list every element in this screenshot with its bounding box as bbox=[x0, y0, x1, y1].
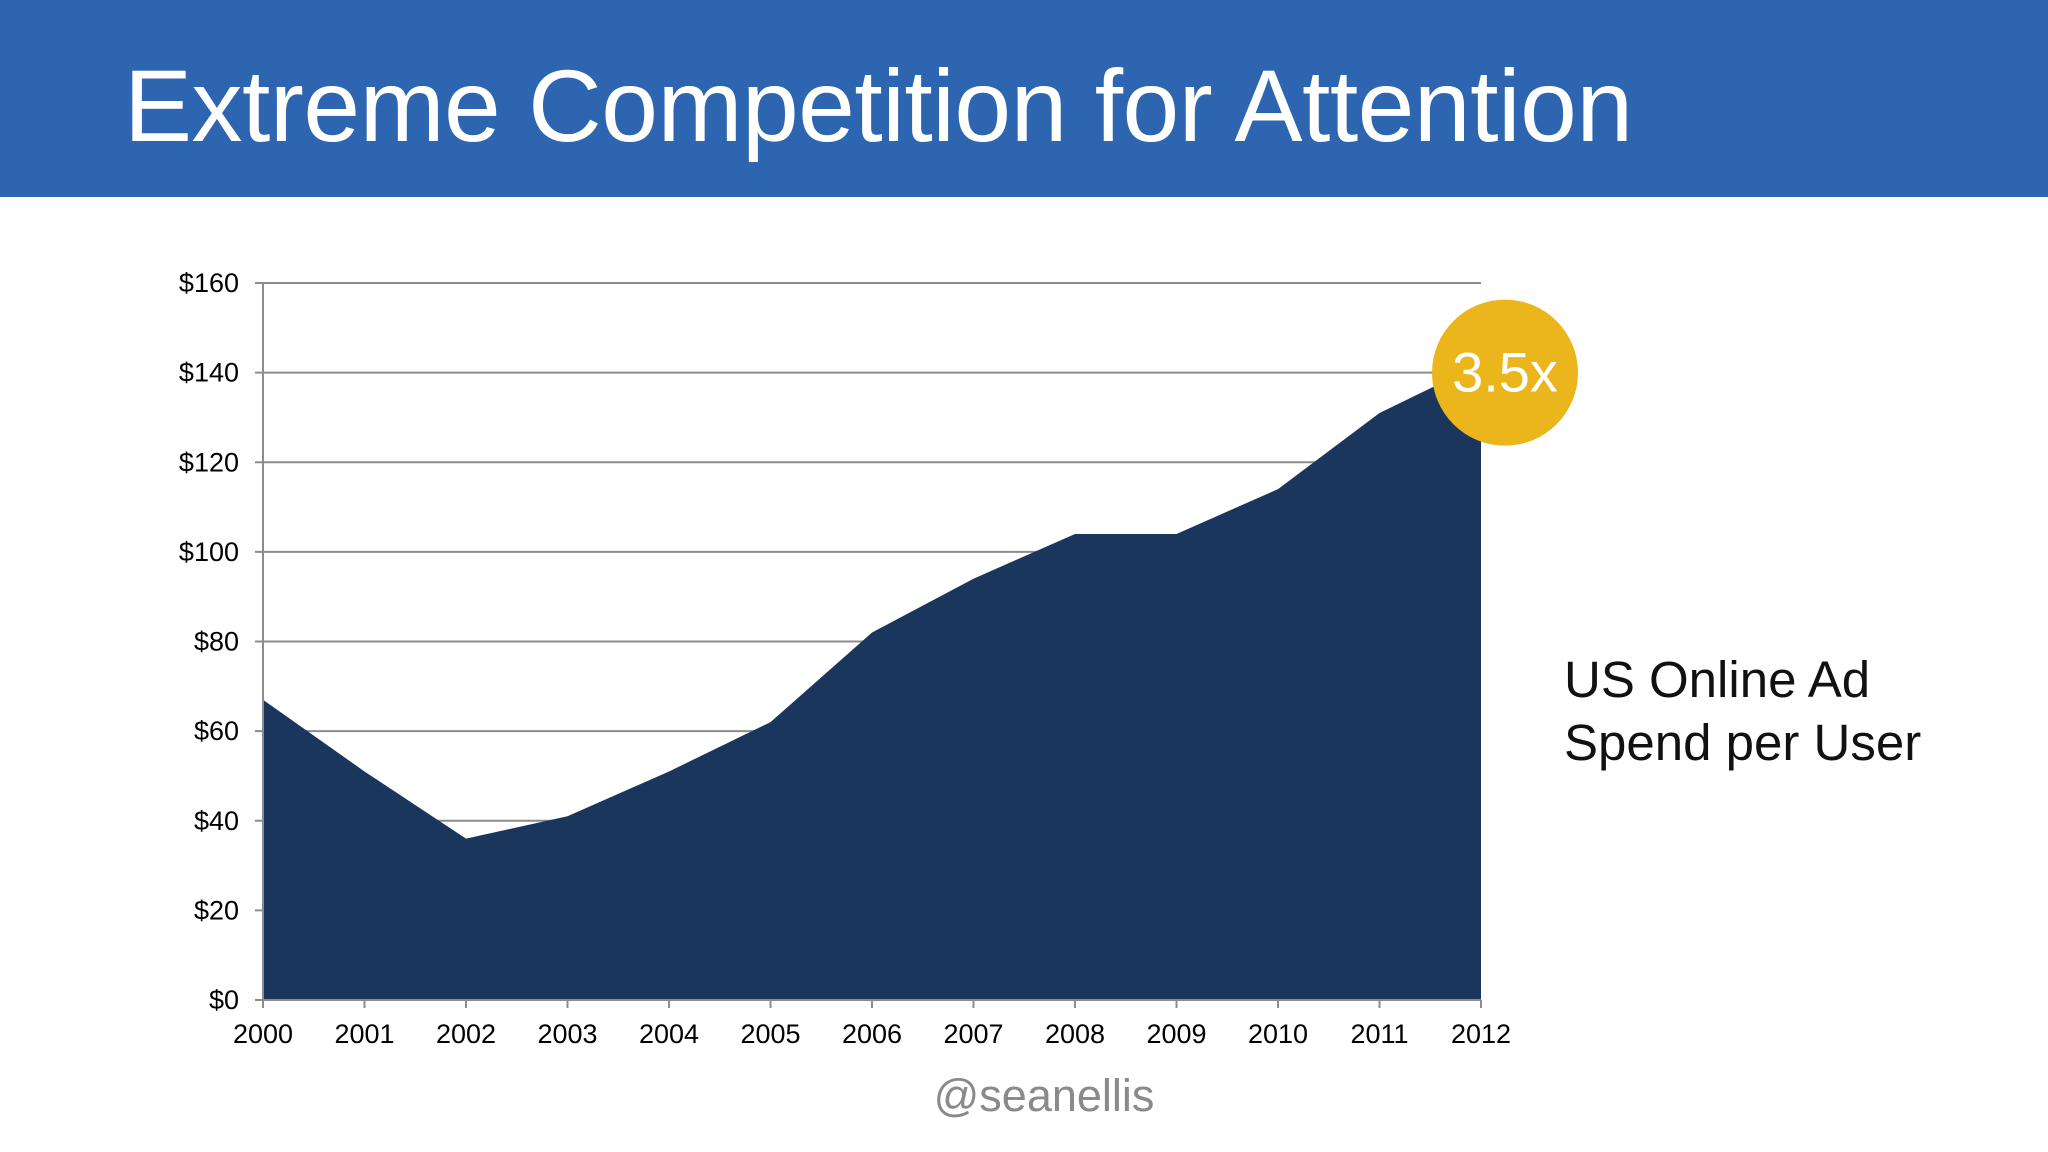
y-tick-label: $20 bbox=[194, 895, 239, 925]
x-tick-label: 2000 bbox=[233, 1019, 293, 1049]
x-tick-label: 2007 bbox=[943, 1019, 1003, 1049]
y-tick-label: $160 bbox=[179, 268, 239, 298]
y-tick-label: $80 bbox=[194, 627, 239, 657]
series-area bbox=[263, 363, 1481, 1001]
axes bbox=[255, 282, 1482, 1008]
y-tick-label: $40 bbox=[194, 806, 239, 836]
side-label-line-1: US Online Ad bbox=[1564, 651, 1871, 708]
author-handle: @seanellis bbox=[933, 1070, 1155, 1121]
y-tick-label: $120 bbox=[179, 447, 239, 477]
x-tick-labels: 2000 2001 2002 2003 2004 2005 2006 2007 2008 2009… bbox=[233, 1019, 1511, 1049]
x-tick-label: 2002 bbox=[436, 1019, 496, 1049]
y-tick-label: $0 bbox=[209, 985, 239, 1015]
x-tick-label: 2012 bbox=[1451, 1019, 1511, 1049]
data-area bbox=[263, 363, 1481, 1001]
y-tick-labels: $0 $20 $40 $60 $80 $100 $120 $140 $160 bbox=[179, 268, 239, 1015]
growth-badge: 3.5x bbox=[1432, 299, 1578, 446]
slide-title: Extreme Competition for Attention bbox=[124, 49, 1633, 163]
x-tick-label: 2008 bbox=[1045, 1019, 1105, 1049]
x-tick-label: 2006 bbox=[842, 1019, 902, 1049]
x-tick-label: 2001 bbox=[334, 1019, 394, 1049]
chart-side-label: US Online Ad Spend per User bbox=[1564, 648, 1921, 774]
annotation-badge-circle bbox=[1432, 299, 1578, 446]
title-bar: Extreme Competition for Attention bbox=[0, 0, 2048, 197]
annotation-badge-label: 3.5x bbox=[1452, 341, 1558, 404]
x-tick-label: 2005 bbox=[740, 1019, 800, 1049]
side-label-line-2: Spend per User bbox=[1564, 714, 1922, 771]
y-tick-label: $100 bbox=[179, 537, 239, 567]
x-tick-label: 2004 bbox=[639, 1019, 699, 1049]
x-tick-label: 2009 bbox=[1146, 1019, 1206, 1049]
x-tick-label: 2011 bbox=[1350, 1019, 1408, 1049]
x-tick-label: 2010 bbox=[1248, 1019, 1308, 1049]
y-tick-label: $60 bbox=[194, 716, 239, 746]
y-tick-label: $140 bbox=[179, 358, 239, 388]
x-tick-label: 2003 bbox=[537, 1019, 597, 1049]
